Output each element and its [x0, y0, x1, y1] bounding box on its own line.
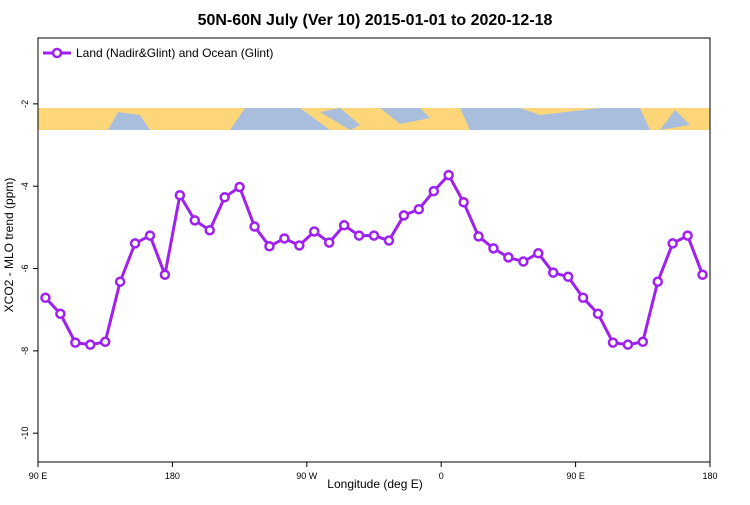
point — [533, 248, 544, 259]
point — [129, 238, 141, 249]
x-tick-label: 180 — [702, 471, 717, 481]
point — [294, 240, 305, 251]
x-tick-label: 0 — [439, 471, 444, 481]
point — [204, 224, 215, 236]
point — [503, 252, 514, 263]
point — [40, 292, 51, 304]
point — [353, 230, 365, 241]
point — [667, 238, 678, 249]
x-axis-label: Longitude (deg E) — [327, 477, 422, 491]
point — [607, 337, 619, 348]
y-tick-label: -10 — [20, 427, 30, 440]
point — [413, 203, 425, 215]
x-tick-label: 180 — [165, 471, 180, 481]
point — [323, 237, 335, 248]
y-axis-label: XCO2 - MLO trend (ppm) — [2, 178, 16, 313]
point — [622, 339, 634, 350]
point — [562, 271, 574, 283]
point — [682, 230, 693, 241]
legend-marker — [51, 47, 63, 59]
point — [368, 230, 380, 241]
point — [70, 337, 81, 348]
point — [652, 276, 663, 287]
point — [249, 221, 260, 232]
x-tick-label: 90 W — [296, 471, 318, 481]
point — [398, 210, 410, 221]
point — [174, 190, 186, 201]
point — [114, 276, 126, 287]
point — [488, 243, 499, 254]
legend-label: Land (Nadir&Glint) and Ocean (Glint) — [76, 46, 273, 60]
point — [99, 336, 111, 348]
x-tick-label: 90 E — [29, 471, 48, 481]
series-line — [44, 172, 704, 347]
y-tick-label: -6 — [20, 265, 30, 273]
point — [547, 267, 559, 278]
point — [309, 226, 320, 237]
point — [458, 196, 469, 208]
point — [234, 181, 245, 193]
point — [443, 169, 454, 181]
point — [264, 241, 275, 252]
point — [219, 192, 230, 203]
x-tick-label: 90 E — [566, 471, 585, 481]
point — [637, 336, 649, 348]
point — [85, 339, 96, 350]
point — [577, 292, 589, 304]
point — [428, 185, 439, 197]
map-strip — [38, 108, 710, 130]
chart-title: 50N-60N July (Ver 10) 2015-01-01 to 2020… — [198, 12, 553, 29]
point — [159, 269, 171, 280]
point — [189, 215, 201, 226]
y-tick-label: -4 — [20, 182, 30, 190]
point — [279, 233, 290, 244]
point — [383, 235, 395, 246]
point — [518, 256, 529, 267]
plot-frame — [37, 37, 711, 463]
point — [592, 308, 604, 320]
point — [473, 231, 484, 242]
y-tick-label: -8 — [20, 347, 30, 355]
point — [338, 220, 350, 231]
point — [697, 269, 708, 280]
point — [55, 308, 66, 320]
point — [144, 230, 156, 241]
y-tick-label: -2 — [20, 100, 30, 108]
